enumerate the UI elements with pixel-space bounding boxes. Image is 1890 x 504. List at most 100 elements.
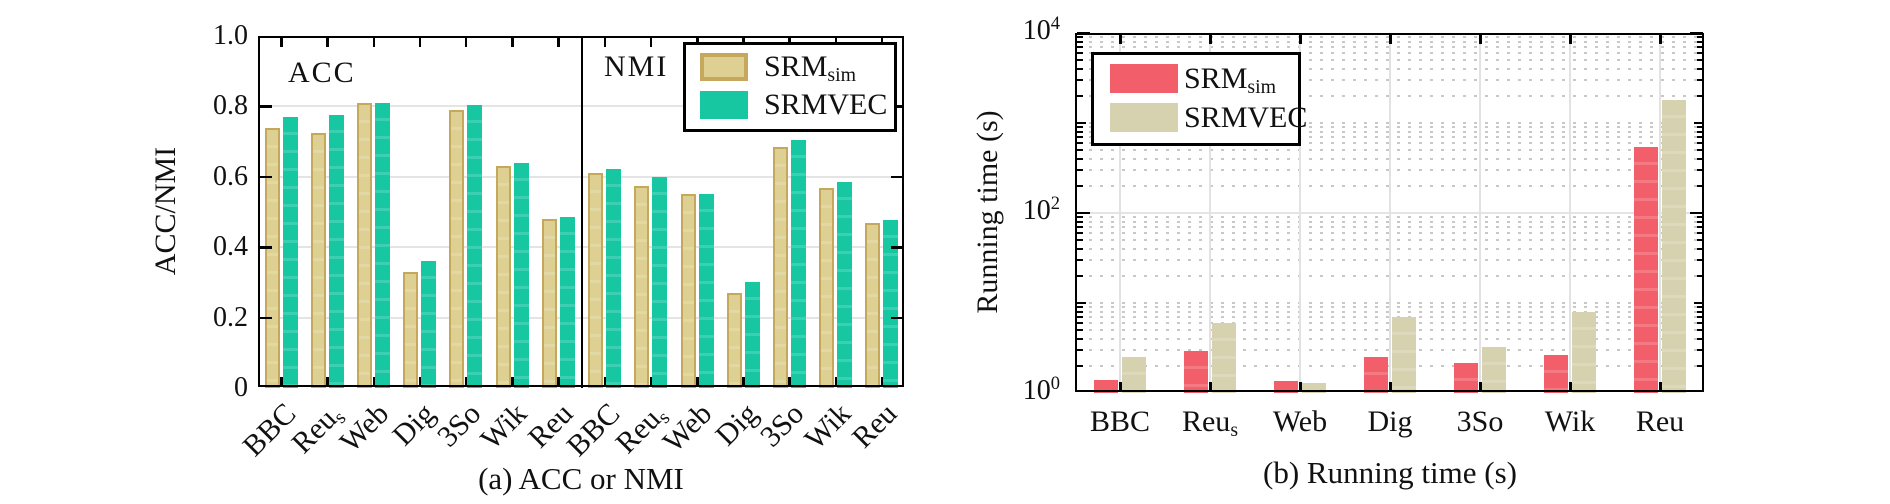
bar [1454, 363, 1478, 393]
x-tick [1389, 382, 1392, 391]
y-tick-label: 0.4 [213, 231, 248, 263]
bar [680, 194, 696, 388]
y-tick-label: 1.0 [213, 20, 248, 51]
y-tick [1697, 220, 1703, 223]
x-tick [372, 377, 376, 386]
y-tick [1697, 259, 1703, 262]
y-tick [1690, 212, 1703, 214]
legend-label: SRMVEC [1184, 100, 1308, 134]
bar [559, 216, 575, 388]
caption-b: (b) Running time (s) [1263, 455, 1517, 490]
bar [1572, 311, 1596, 393]
x-tick [1569, 35, 1572, 44]
y-tick [1697, 225, 1703, 228]
y-tick [1694, 302, 1703, 304]
y-tick [1077, 157, 1083, 160]
x-tick-label: 3So [1456, 405, 1504, 438]
y-tick [1077, 212, 1090, 214]
x-tick [1119, 382, 1122, 391]
caption-a: (a) ACC or NMI [478, 461, 684, 496]
left-y-axis-label: ACC/NMI [149, 146, 182, 276]
x-tick [696, 377, 699, 386]
bar [588, 173, 604, 388]
y-tick [1697, 337, 1703, 340]
y-tick [1697, 306, 1703, 309]
x-tick-label: Reus [1181, 405, 1239, 441]
y-tick-label: 0.6 [213, 160, 248, 192]
y-tick [1077, 321, 1083, 324]
y-tick [1077, 259, 1083, 262]
group-separator [580, 36, 583, 388]
y-tick [1697, 349, 1703, 352]
x-tick [1209, 35, 1212, 44]
y-tick [1077, 364, 1083, 367]
x-tick [1119, 35, 1122, 44]
x-tick [557, 377, 560, 386]
y-tick [1697, 310, 1703, 313]
x-tick [511, 38, 514, 47]
y-tick [891, 316, 903, 320]
bar [467, 104, 483, 388]
x-tick [788, 377, 791, 386]
y-tick [1077, 122, 1086, 124]
x-tick [603, 377, 607, 386]
bar [357, 102, 373, 388]
y-tick-label: 0 [234, 372, 248, 403]
bar [375, 102, 391, 388]
y-tick [1077, 302, 1086, 304]
bar [421, 261, 437, 388]
y-tick [1077, 329, 1083, 332]
x-tick [603, 38, 607, 47]
y-tick [1077, 225, 1083, 228]
x-tick [418, 377, 422, 386]
y-tick [1694, 122, 1703, 124]
y-tick [891, 105, 903, 108]
bar [1544, 354, 1568, 393]
x-tick [326, 38, 329, 47]
x-tick [1479, 35, 1482, 44]
x-tick [464, 377, 468, 386]
bar [1634, 147, 1658, 393]
bar [1662, 100, 1686, 393]
x-tick [511, 377, 514, 386]
y-tick [891, 175, 903, 179]
legend-label: SRMsim [764, 50, 856, 86]
y-tick [1697, 329, 1703, 332]
y-tick [1697, 67, 1703, 70]
y-tick [1697, 126, 1703, 129]
y-tick [1077, 51, 1083, 54]
y-tick [1077, 349, 1083, 352]
x-tick [1659, 382, 1662, 391]
bar [837, 182, 853, 388]
bar [449, 109, 465, 388]
y-tick [1077, 169, 1083, 172]
bar [634, 185, 650, 388]
bar [698, 194, 714, 388]
y-tick [1077, 220, 1083, 223]
y-tick [260, 246, 272, 249]
y-tick [1697, 247, 1703, 250]
bar [1274, 381, 1298, 393]
bar [652, 176, 668, 388]
y-tick [1697, 141, 1703, 144]
y-tick [1697, 59, 1703, 62]
legend-label: SRMsim [1184, 61, 1276, 98]
bar [310, 132, 326, 388]
y-tick [1077, 45, 1083, 48]
bar [1184, 351, 1208, 393]
x-tick [418, 38, 422, 47]
bar [541, 219, 557, 388]
y-tick [1077, 231, 1083, 234]
y-tick [1077, 135, 1083, 138]
y-tick [1077, 40, 1083, 43]
bar [606, 168, 622, 388]
x-tick [880, 377, 884, 386]
y-tick [1697, 184, 1703, 187]
y-tick [1697, 231, 1703, 234]
y-tick [1077, 141, 1083, 144]
bar [495, 166, 511, 388]
y-tick [1077, 184, 1083, 187]
bar [726, 292, 742, 388]
bar [403, 271, 419, 388]
